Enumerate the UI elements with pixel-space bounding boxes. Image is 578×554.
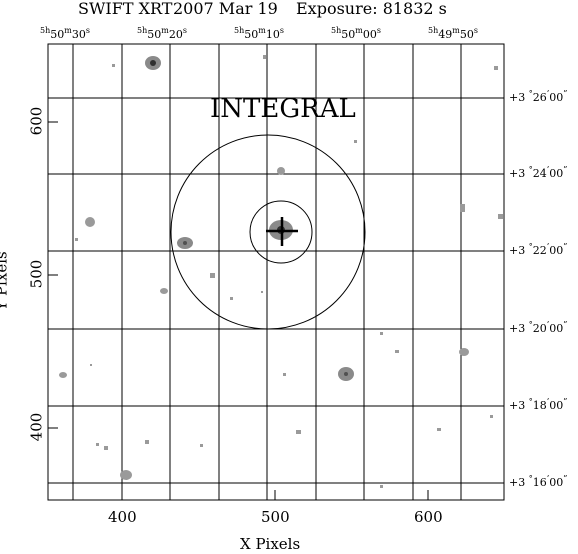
source-blob [160,288,168,294]
dec-label: +3 °16’00” [509,474,568,489]
source-blob [460,204,465,212]
position-cross [266,217,298,246]
source-blob [494,66,498,70]
exposure-label: Exposure: 81832 s [296,0,447,18]
dec-label: +3 °22’00” [509,242,568,257]
source-blob [498,214,503,219]
source-blob [380,485,383,488]
source-blob [90,364,92,366]
source-core [344,372,348,376]
source-core [150,60,156,66]
source-blob [261,291,263,293]
source-blob [112,64,115,67]
y-axis-label: Y Pixels [0,251,11,310]
source-blob [230,297,233,300]
ra-label: 5h50m20s [137,26,187,41]
dec-label: +3 °24’00” [509,165,568,180]
axis-ticks [48,121,429,500]
source-blob [210,273,215,278]
dec-label: +3 °20’00” [509,320,568,335]
ra-label: 5h49m50s [428,26,478,41]
integral-label: INTEGRAL [210,94,356,124]
source-blob [75,238,78,241]
source-blob [120,470,132,480]
ra-label: 5h50m10s [234,26,284,41]
source-blob [85,217,95,227]
xrt-error-circle [249,200,313,264]
source-blob [277,167,285,175]
ra-label: 5h50m00s [331,26,381,41]
source-blob [96,443,99,446]
source-blob [104,446,108,450]
x-tick-label: 600 [414,508,443,526]
source-blob [490,415,493,418]
date-label: 2007 Mar 19 [173,0,278,18]
xray-sources [59,55,503,488]
x-axis-label: X Pixels [240,535,301,553]
plot-frame [47,43,505,501]
instrument-label: SWIFT XRT [78,0,173,18]
source-blob [459,348,469,356]
source-blob [354,140,357,143]
source-blob [59,372,67,378]
source-blob [437,428,441,431]
source-blob [296,430,301,434]
y-tick-label: 400 [27,412,46,442]
source-blob [145,440,149,444]
integral-error-circle [170,134,366,330]
y-tick-label: 600 [27,106,46,136]
source-blob [263,55,266,59]
header: SWIFT XRT 2007 Mar 19 Exposure: 81832 s [0,0,578,18]
ra-label: 5h50m30s [40,26,90,41]
x-tick-label: 400 [108,508,137,526]
source-core [183,241,187,245]
x-tick-label: 500 [261,508,290,526]
dec-label: +3 °18’00” [509,397,568,412]
source-blob [380,332,383,335]
y-tick-label: 500 [27,259,46,289]
source-blob [395,350,399,353]
source-blob [200,444,203,447]
dec-label: +3 °26’00” [509,89,568,104]
source-blob [283,373,286,376]
